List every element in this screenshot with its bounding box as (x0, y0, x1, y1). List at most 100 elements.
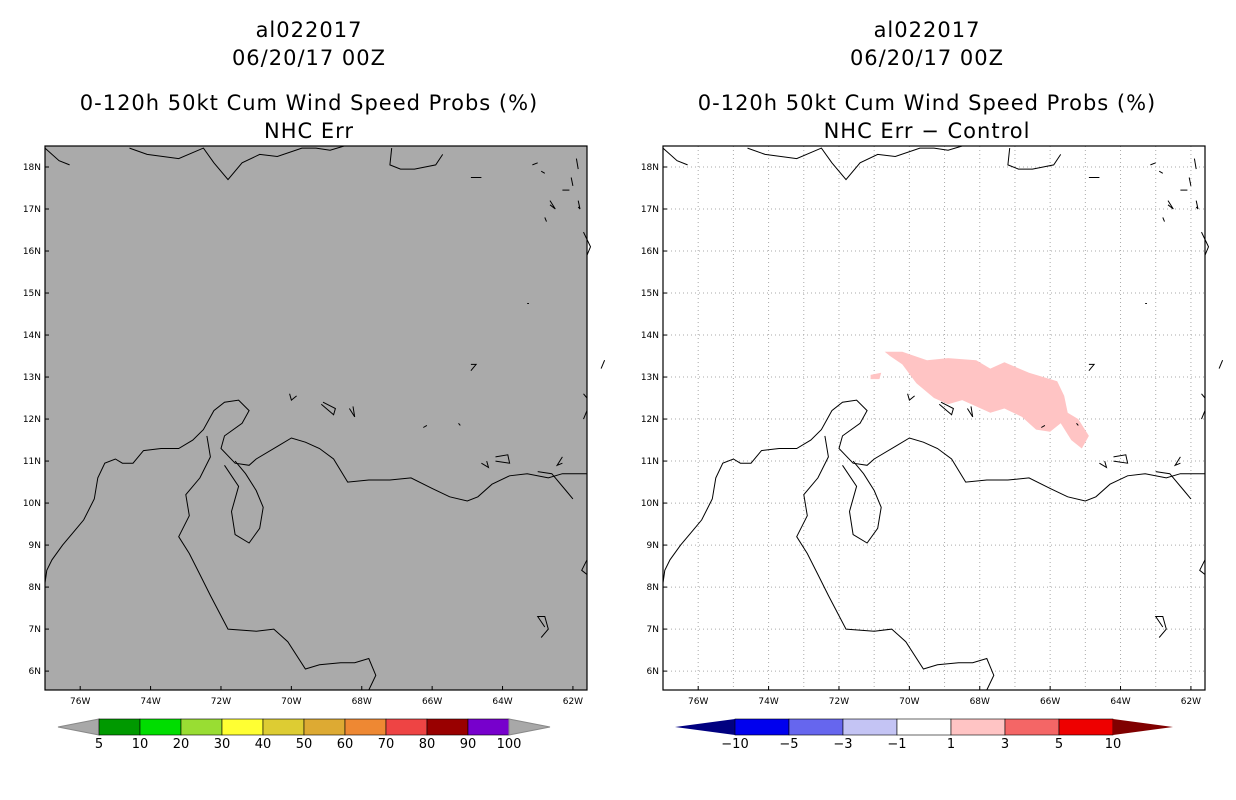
x-tick-label: 76W (70, 697, 90, 707)
positive-difference-region (870, 372, 882, 380)
colorbar-label: 50 (296, 737, 313, 752)
y-tick-label: 11N (641, 457, 659, 467)
product-title: 0-120h 50kt Cum Wind Speed Probs (%) (697, 91, 1157, 115)
coastline (44, 147, 70, 166)
coastlines (662, 145, 1224, 691)
island-outline (1113, 454, 1129, 464)
island-outline (532, 162, 538, 166)
y-tick-label: 7N (647, 625, 659, 635)
coastlines (44, 145, 606, 691)
island-outline (1150, 162, 1156, 166)
y-tick-label: 14N (23, 331, 41, 341)
y-tick-label: 17N (23, 205, 41, 215)
island-outline (555, 456, 563, 467)
coastline (581, 559, 588, 575)
coastline (1199, 559, 1206, 575)
y-tick-label: 7N (29, 625, 41, 635)
island-outline (458, 422, 461, 426)
island-outline (544, 217, 547, 222)
x-tick-label: 72W (211, 697, 231, 707)
y-tick-label: 13N (641, 373, 659, 383)
island-outline (348, 406, 356, 418)
storm-id: al022017 (255, 18, 363, 42)
colorbar-label: 1 (947, 737, 955, 752)
y-tick-label: 12N (641, 415, 659, 425)
island-outline (1041, 424, 1046, 428)
colorbar-label: −5 (779, 737, 798, 752)
panel-subtitle: NHC Err (263, 119, 354, 143)
x-tick-label: 72W (829, 697, 849, 707)
colorbar-swatch (303, 718, 346, 736)
colorbar: −10 −5 −3 −1 1 3 5 10 (675, 718, 1173, 752)
x-tick-label: 62W (563, 697, 583, 707)
x-tick-label: 74W (758, 697, 778, 707)
panel-subtitle: NHC Err − Control (823, 119, 1031, 143)
positive-difference-region (884, 351, 1089, 449)
colorbar: 5 10 20 30 40 50 60 70 80 90 100 (57, 718, 551, 752)
island-outline (549, 200, 556, 210)
colorbar-swatch (950, 718, 1006, 736)
island-outline (1099, 460, 1108, 469)
colorbar-swatch (180, 718, 223, 736)
island-outline (577, 200, 581, 210)
colorbar-label: −10 (721, 737, 748, 752)
island-outline (1088, 363, 1096, 372)
colorbar-label: −3 (833, 737, 852, 752)
coastline (842, 460, 882, 544)
island-outline (1195, 200, 1199, 210)
colorbar-swatch (139, 718, 182, 736)
right-panel: al022017 06/20/17 00Z 0-120h 50kt Cum Wi… (618, 0, 1236, 800)
colorbar-swatch (344, 718, 387, 736)
map-background (45, 146, 587, 690)
colorbar-label: 80 (419, 737, 436, 752)
island-outline (320, 401, 336, 416)
colorbar-swatch (1004, 718, 1060, 736)
y-tick-label: 10N (641, 499, 659, 509)
colorbar-swatch (467, 718, 510, 736)
x-tick-label: 68W (352, 697, 372, 707)
island-outline (1162, 217, 1165, 222)
y-tick-label: 18N (23, 163, 41, 173)
y-tick-label: 16N (23, 247, 41, 257)
x-tick-label: 70W (281, 697, 301, 707)
x-tick-label: 68W (970, 697, 990, 707)
y-tick-label: 11N (23, 457, 41, 467)
colorbar-high-arrow (508, 718, 551, 736)
colorbar-label: 10 (132, 737, 149, 752)
coastline (129, 145, 345, 181)
storm-id: al022017 (873, 18, 981, 42)
y-tick-label: 17N (641, 205, 659, 215)
island-outline (938, 401, 954, 416)
colorbar-swatch (788, 718, 844, 736)
y-tick-label: 8N (29, 583, 41, 593)
colorbar-swatch (896, 718, 952, 736)
probability-map: 76W 74W 72W 70W 68W 66W 64W 62W 18N 17N 16N 15N 14N 1… (23, 145, 606, 752)
coastline (662, 399, 1205, 583)
x-tick-label: 64W (1110, 697, 1130, 707)
difference-map: 76W 74W 72W 70W 68W 66W 64W 62W18N17N16N15N14N1… (641, 145, 1224, 752)
map-frame (44, 145, 588, 691)
y-tick-label: 18N (641, 163, 659, 173)
colorbar-label: 90 (460, 737, 477, 752)
x-tick-label: 66W (422, 697, 442, 707)
coastline (178, 435, 377, 691)
colorbar-label: −1 (887, 737, 906, 752)
y-tick-label: 14N (641, 331, 659, 341)
colorbar-swatch (262, 718, 305, 736)
y-tick-label: 9N (647, 541, 659, 551)
colorbar-label: 5 (1055, 737, 1063, 752)
colorbar-swatch (385, 718, 428, 736)
x-tick-label: 62W (1181, 697, 1201, 707)
coastline (1193, 158, 1197, 170)
colorbar-label: 20 (173, 737, 190, 752)
coastline (796, 435, 995, 691)
colorbar-swatch (426, 718, 469, 736)
colorbar-label: 40 (255, 737, 272, 752)
coastline (583, 231, 592, 256)
colorbar-swatch (734, 718, 790, 736)
coastline (747, 145, 963, 181)
island-outline (540, 170, 546, 174)
island-outline (537, 471, 574, 500)
y-tick-label: 13N (23, 373, 41, 383)
island-outline (1173, 456, 1181, 467)
